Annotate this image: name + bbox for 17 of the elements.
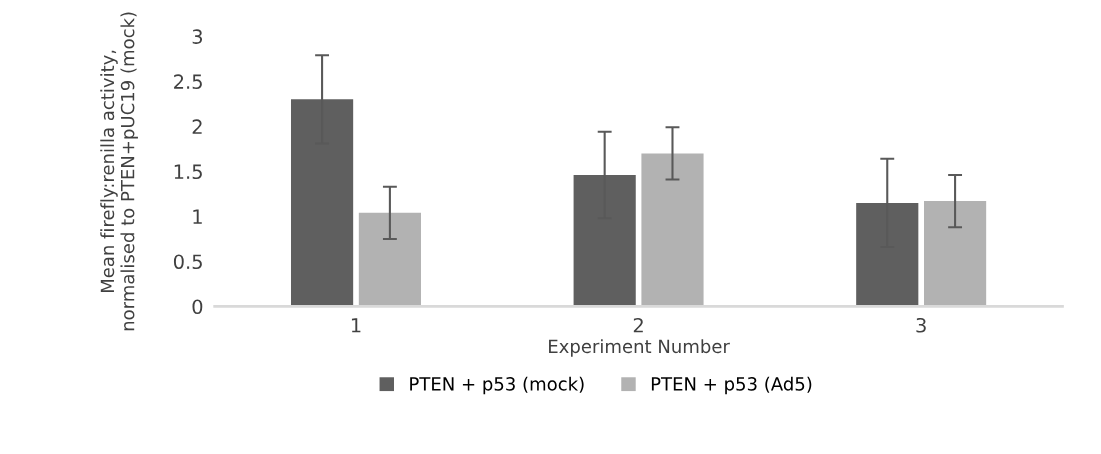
legend-label: PTEN + p53 (Ad5) xyxy=(651,376,812,395)
x-axis-title: Experiment Number xyxy=(549,339,730,357)
y-tick-label: 1 xyxy=(193,209,202,224)
bar xyxy=(924,201,987,307)
y-tick-label: 3 xyxy=(192,29,203,44)
x-tick-label: 2 xyxy=(633,317,643,333)
y-axis-title: Mean firefly:renilla activity, normalised to PTEN+pUC19 (mock) xyxy=(100,12,138,331)
y-tick-label: 1.5 xyxy=(174,164,202,180)
y-tick-label: 2 xyxy=(192,119,202,134)
bar xyxy=(641,153,704,307)
y-tick-label: 0.5 xyxy=(173,254,202,270)
x-tick-label: 3 xyxy=(916,317,926,333)
y-tick-label: 0 xyxy=(192,299,203,315)
legend-label: PTEN + p53 (mock) xyxy=(410,376,584,395)
x-tick-label: 1 xyxy=(351,318,361,333)
y-tick-label: 2.5 xyxy=(174,74,202,90)
bar xyxy=(358,212,421,307)
